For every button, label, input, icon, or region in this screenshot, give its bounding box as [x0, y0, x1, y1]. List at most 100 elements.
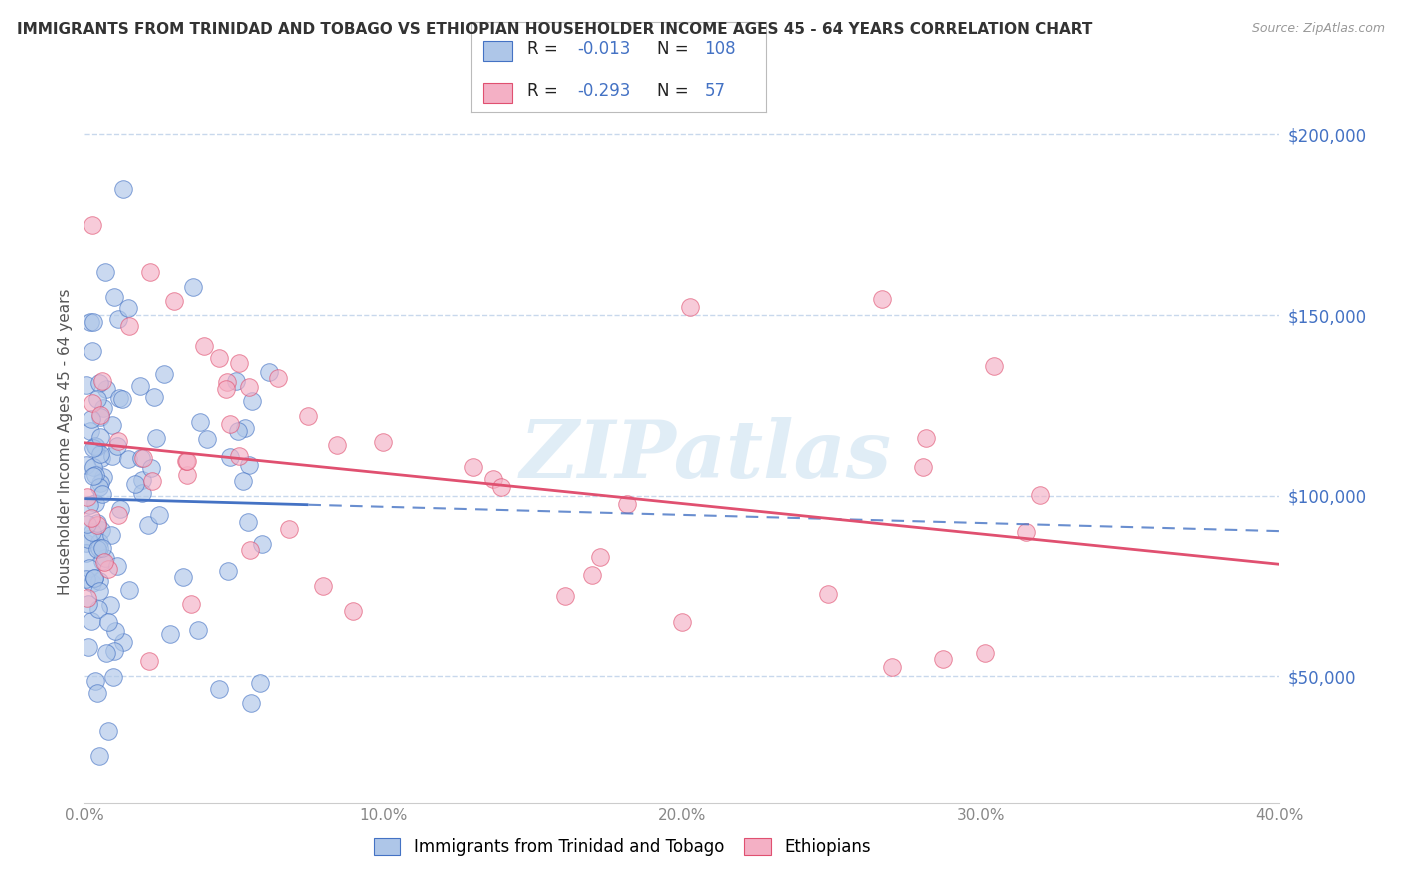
- Point: [89, 408, 111, 422]
- Point: [138, 654, 160, 668]
- Text: ZIPatlas: ZIPatlas: [520, 417, 891, 495]
- Point: [82, 469, 104, 483]
- Point: [75, 536, 97, 550]
- Point: [235, 421, 257, 435]
- Point: [239, 542, 262, 557]
- Point: [75, 378, 97, 392]
- Point: [82, 396, 104, 410]
- Text: -0.293: -0.293: [578, 82, 631, 100]
- Point: [94, 265, 117, 279]
- Point: [107, 312, 129, 326]
- Point: [342, 604, 364, 618]
- Point: [91, 487, 114, 501]
- Point: [105, 438, 128, 452]
- Point: [131, 486, 153, 500]
- Point: [124, 477, 146, 491]
- Point: [76, 532, 98, 546]
- Point: [108, 391, 131, 405]
- Point: [86, 686, 108, 700]
- Point: [238, 380, 260, 394]
- Legend: Immigrants from Trinidad and Tobago, Ethiopians: Immigrants from Trinidad and Tobago, Eth…: [374, 838, 870, 856]
- Point: [89, 409, 111, 424]
- Point: [188, 415, 211, 429]
- Point: [105, 559, 128, 574]
- Point: [176, 453, 198, 467]
- Point: [219, 450, 242, 464]
- Point: [373, 434, 395, 449]
- Point: [100, 528, 122, 542]
- Point: [118, 318, 141, 333]
- Point: [148, 508, 170, 523]
- Point: [87, 541, 110, 556]
- Point: [87, 480, 110, 494]
- Point: [983, 359, 1005, 374]
- Point: [267, 371, 290, 385]
- Point: [880, 660, 903, 674]
- Point: [79, 614, 101, 628]
- Point: [83, 571, 105, 585]
- Point: [107, 434, 129, 448]
- Point: [82, 344, 104, 359]
- Point: [94, 646, 117, 660]
- Point: [89, 475, 111, 490]
- Point: [974, 647, 997, 661]
- Point: [75, 572, 97, 586]
- Point: [83, 467, 105, 482]
- Point: [581, 568, 603, 582]
- Point: [79, 315, 101, 329]
- Point: [142, 390, 165, 404]
- Point: [80, 576, 103, 591]
- Point: [1014, 524, 1036, 539]
- Point: [82, 315, 104, 329]
- Point: [91, 401, 114, 415]
- Point: [93, 551, 115, 566]
- Point: [82, 218, 104, 232]
- Point: [226, 425, 249, 439]
- Point: [91, 541, 114, 555]
- Point: [312, 579, 335, 593]
- Point: [97, 723, 120, 738]
- Point: [141, 474, 163, 488]
- Point: [219, 417, 242, 431]
- Point: [138, 517, 160, 532]
- Point: [174, 454, 197, 468]
- Point: [87, 583, 110, 598]
- Point: [153, 367, 176, 381]
- Point: [87, 535, 110, 549]
- Point: [217, 375, 239, 389]
- Point: [77, 560, 100, 574]
- Point: [80, 525, 103, 540]
- Point: [82, 460, 104, 475]
- Point: [297, 409, 319, 424]
- Point: [589, 550, 612, 565]
- Point: [76, 591, 98, 605]
- Point: [239, 697, 262, 711]
- Point: [89, 574, 111, 589]
- Point: [128, 379, 150, 393]
- Point: [870, 292, 893, 306]
- Point: [225, 374, 247, 388]
- Point: [96, 382, 118, 396]
- Point: [482, 472, 505, 486]
- Point: [912, 459, 935, 474]
- Point: [103, 290, 125, 304]
- Point: [118, 582, 141, 597]
- Point: [86, 542, 108, 557]
- Point: [86, 392, 108, 407]
- Point: [84, 496, 107, 510]
- Point: [79, 425, 101, 439]
- Point: [163, 293, 186, 308]
- Text: Source: ZipAtlas.com: Source: ZipAtlas.com: [1251, 22, 1385, 36]
- Text: 108: 108: [704, 40, 735, 58]
- Point: [159, 627, 181, 641]
- Point: [90, 450, 112, 465]
- Point: [238, 515, 260, 529]
- Point: [129, 450, 152, 465]
- Point: [914, 431, 936, 445]
- Point: [80, 510, 103, 524]
- Point: [89, 748, 111, 763]
- Point: [117, 452, 139, 467]
- Point: [101, 418, 124, 433]
- Point: [325, 437, 347, 451]
- Point: [238, 458, 260, 473]
